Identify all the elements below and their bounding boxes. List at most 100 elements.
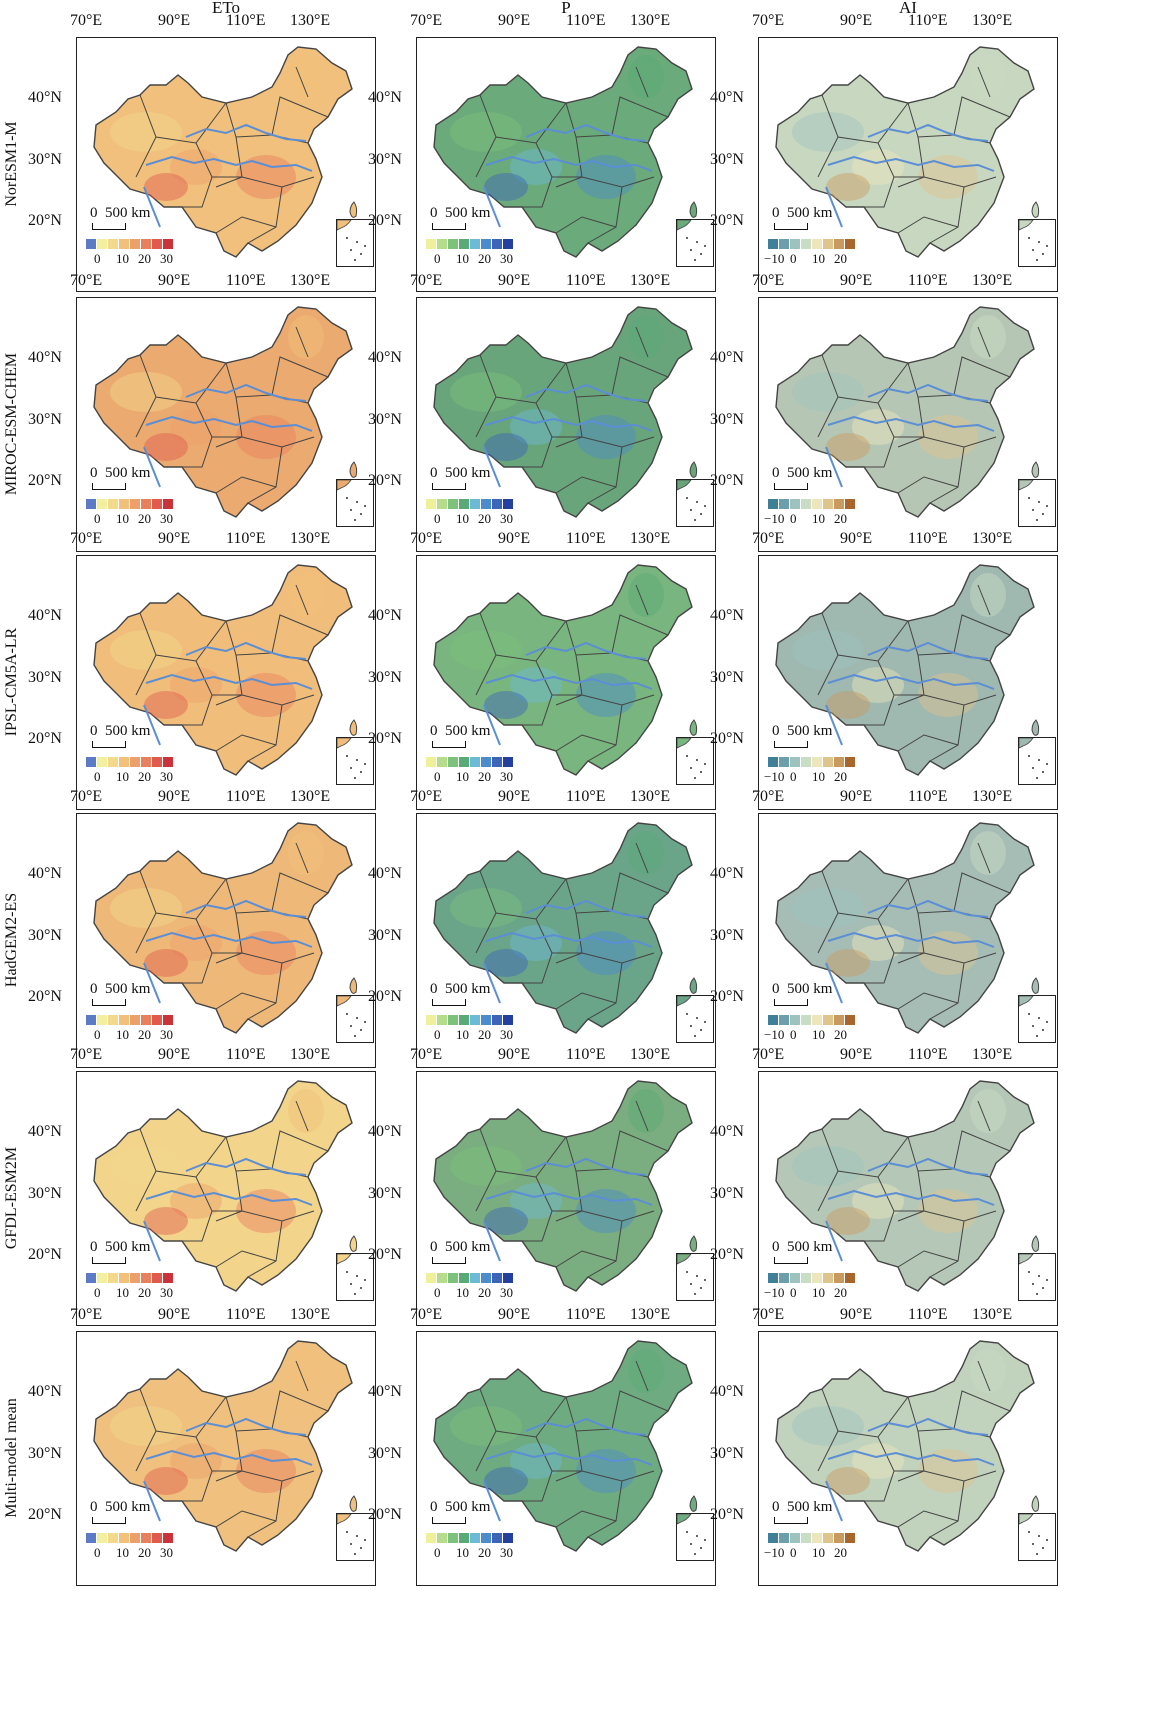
province-boundary: [479, 354, 567, 404]
value-patch: [450, 1146, 522, 1186]
lat-label: 30°N: [28, 669, 62, 686]
south-china-sea-inset: [1018, 219, 1056, 267]
province-boundary: [271, 356, 329, 396]
lat-label: 30°N: [368, 927, 402, 944]
legend-swatch: [801, 1533, 811, 1543]
legend-swatch: [812, 1273, 822, 1283]
row-label: IPSL-CM5A-LR: [3, 627, 20, 737]
south-china-sea-inset: [676, 995, 714, 1043]
scale-label: 0 500 km: [90, 1499, 151, 1515]
province-boundary: [271, 872, 329, 912]
legend-tick: 10: [116, 1027, 129, 1042]
lon-label: 130°E: [290, 1046, 331, 1063]
lon-label: 90°E: [840, 1306, 873, 1323]
lon-label: 110°E: [226, 530, 266, 547]
legend-swatch: [834, 757, 844, 767]
south-china-sea-inset: [676, 1253, 714, 1301]
value-patch: [450, 372, 522, 412]
legend-swatch: [459, 1273, 469, 1283]
lat-label: 40°N: [28, 607, 62, 624]
legend-tick: 20: [834, 511, 847, 526]
legend-swatch: [768, 239, 778, 249]
value-patch: [170, 1443, 222, 1479]
lat-label: 40°N: [710, 1383, 744, 1400]
china-outline: [433, 46, 693, 258]
column-header-eto: ETo: [211, 0, 241, 17]
province-boundary: [817, 912, 839, 954]
lat-label: 40°N: [28, 1383, 62, 1400]
legend-swatch: [119, 1273, 129, 1283]
legend-swatch: [492, 757, 502, 767]
legend-tick: 0: [434, 769, 441, 784]
scale-bar: [432, 1257, 466, 1264]
value-patch: [628, 831, 664, 875]
province-boundary: [295, 1100, 309, 1132]
lon-label: 130°E: [972, 788, 1013, 805]
lat-label: 40°N: [28, 349, 62, 366]
lon-label: 110°E: [566, 1046, 606, 1063]
lon-label: 70°E: [70, 1306, 103, 1323]
legend-swatch: [470, 1273, 480, 1283]
color-legend: [426, 1273, 514, 1283]
province-boundary: [215, 1250, 277, 1268]
legend-swatch: [152, 499, 162, 509]
value-patch: [450, 112, 522, 152]
value-patch: [918, 415, 978, 459]
legend-swatch: [790, 757, 800, 767]
legend-swatch: [503, 1273, 513, 1283]
river: [185, 383, 307, 402]
south-china-sea-inset: [676, 479, 714, 527]
map-panel-eto: 70°E 90°E 110°E 130°E 40°N 30°N 20°N 0 500 km 0 1…: [28, 272, 376, 552]
lon-label: 110°E: [908, 788, 948, 805]
map-panel-ai: 70°E 90°E 110°E 130°E 40°N 30°N 20°N 0 500 km −1…: [710, 530, 1058, 810]
legend-swatch: [470, 1015, 480, 1025]
province-boundary: [479, 94, 567, 144]
map-panel-ai: 70°E 90°E 110°E 130°E 40°N 30°N 20°N 0 500 km −1…: [710, 788, 1058, 1068]
lat-label: 30°N: [368, 669, 402, 686]
legend-tick: 10: [116, 251, 129, 266]
legend-swatch: [448, 757, 458, 767]
china-outline: [433, 1080, 693, 1292]
legend-swatch: [503, 1015, 513, 1025]
map-panel-ai: 70°E 90°E 110°E 130°E 40°N 30°N 20°N 0 500 km −1…: [710, 1306, 1058, 1586]
value-patch: [110, 888, 182, 928]
province-boundary: [475, 912, 497, 954]
china-outline: [433, 1340, 693, 1552]
legend-swatch: [108, 1533, 118, 1543]
taiwan-island: [1031, 977, 1040, 994]
color-legend: [86, 499, 174, 509]
province-boundary: [555, 1250, 617, 1268]
lat-label: 30°N: [28, 1445, 62, 1462]
legend-swatch: [790, 1015, 800, 1025]
value-patch: [236, 415, 296, 459]
china-map: [775, 1340, 1040, 1552]
lon-label: 70°E: [752, 1046, 785, 1063]
value-patch: [144, 433, 188, 461]
legend-swatch: [845, 757, 855, 767]
scale-label: 0 500 km: [430, 723, 491, 739]
lon-label: 70°E: [752, 272, 785, 289]
river: [145, 931, 313, 948]
value-patch: [852, 1183, 904, 1219]
legend-swatch: [834, 239, 844, 249]
province-boundary: [977, 326, 991, 358]
map-panel-ai: 70°E 90°E 110°E 130°E 40°N 30°N 20°N 0 500 km −1…: [710, 12, 1058, 292]
river: [143, 446, 161, 488]
value-patch: [510, 667, 562, 703]
legend-tick: −10: [764, 251, 785, 266]
lat-label: 30°N: [710, 411, 744, 428]
legend-swatch: [97, 1015, 107, 1025]
province-boundary: [139, 354, 227, 404]
legend-tick: 10: [456, 251, 469, 266]
value-patch: [110, 112, 182, 152]
value-patch: [918, 155, 978, 199]
province-boundary: [953, 96, 1011, 136]
legend-tick: 10: [812, 251, 825, 266]
taiwan-island: [349, 1235, 358, 1252]
legend-swatch: [437, 1533, 447, 1543]
province-boundary: [821, 612, 909, 662]
legend-swatch: [448, 499, 458, 509]
province-boundary: [897, 476, 959, 494]
legend-tick: 20: [834, 1285, 847, 1300]
color-legend: [768, 1533, 856, 1543]
